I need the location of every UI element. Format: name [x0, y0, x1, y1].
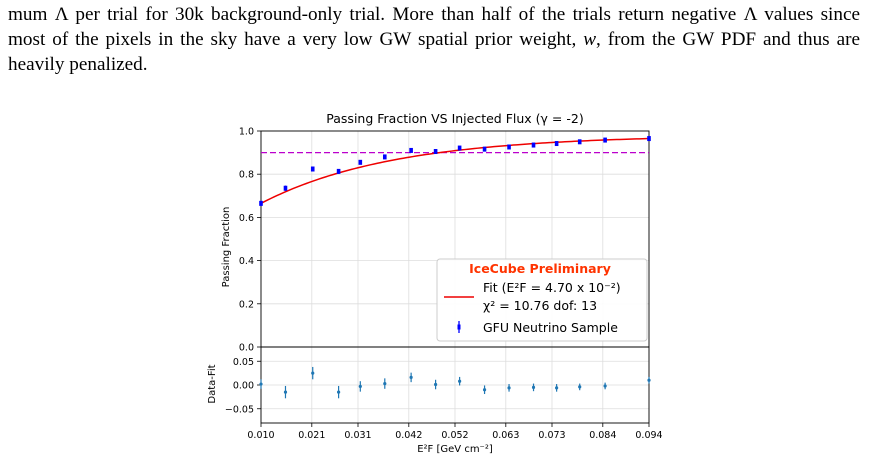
top-data-point [409, 147, 413, 153]
residual-point [358, 384, 362, 389]
residual-point [311, 371, 315, 375]
bottom-x-tick-label: 0.021 [298, 430, 325, 441]
top-y-tick-label: 0.2 [239, 299, 254, 310]
top-y-tick-label: 0.8 [239, 170, 254, 181]
bottom-x-axis-label: E²F [GeV cm⁻²] [417, 444, 493, 455]
body-line-2-w: w [583, 29, 597, 50]
top-y-tick-label: 0.0 [239, 343, 254, 354]
bottom-x-tick-label: 0.084 [589, 430, 616, 441]
legend: IceCube Preliminary Fit (E²F = 4.70 x 10… [436, 258, 648, 342]
bottom-panel-grid [260, 347, 650, 423]
bottom-y-tick-label: 0.00 [233, 381, 254, 392]
residual-point [531, 385, 536, 389]
bottom-x-tick-label: 0.052 [441, 430, 468, 441]
top-data-point [283, 185, 288, 191]
top-data-point [603, 137, 607, 143]
top-data-point [457, 145, 462, 151]
bottom-y-tick-label: 0.05 [233, 357, 254, 368]
residual-point [578, 385, 582, 389]
legend-fit-line-2: χ² = 10.76 dof: 13 [483, 298, 597, 313]
legend-fit-line-1: Fit (E²F = 4.70 x 10⁻²) [483, 280, 621, 295]
body-line-2-a: most of the pixels in the sky have a ver… [8, 29, 584, 50]
body-paragraph: mum Λ per trial for 30k background-only … [8, 2, 860, 77]
top-data-point [577, 139, 582, 145]
body-line-1: mum Λ per trial for 30k background-only … [8, 4, 860, 25]
top-data-point [531, 142, 536, 148]
bottom-panel-axes: 0.010 0.021 0.031 0.042 0.052 0.063 0.073 0.084… [225, 346, 663, 441]
residual-point [383, 381, 387, 386]
top-data-point [336, 168, 341, 174]
bottom-panel-marks [259, 366, 651, 399]
legend-points-label: GFU Neutrino Sample [483, 320, 618, 335]
bottom-x-tick-label: 0.010 [247, 430, 274, 441]
residual-point [283, 390, 288, 394]
bottom-x-tick-label: 0.031 [344, 430, 371, 441]
top-y-tick-label: 0.6 [239, 213, 254, 224]
residual-point [409, 375, 413, 379]
residual-point [434, 382, 438, 387]
bottom-x-tick-label: 0.094 [635, 430, 662, 441]
top-y-tick-label: 0.4 [239, 256, 254, 267]
top-panel-marks [259, 136, 651, 206]
residual-point [482, 388, 487, 392]
top-data-point [310, 166, 315, 172]
legend-points-marker [457, 324, 461, 330]
bottom-x-tick-label: 0.042 [395, 430, 422, 441]
legend-header: IceCube Preliminary [469, 261, 611, 276]
top-data-point [433, 149, 438, 155]
top-data-point [259, 200, 263, 206]
top-y-axis-label: Passing Fraction [221, 207, 232, 288]
top-y-tick-label: 1.0 [239, 127, 254, 138]
residual-point [603, 384, 607, 388]
top-data-point [358, 159, 363, 165]
residual-point [259, 382, 263, 386]
top-data-point [554, 141, 559, 147]
residual-point [458, 379, 462, 383]
bottom-x-tick-label: 0.063 [492, 430, 519, 441]
residual-point [337, 390, 341, 394]
body-line-3: heavily penalized. [8, 54, 148, 75]
residual-point [555, 386, 559, 390]
residual-point [507, 386, 511, 390]
top-chart-title: Passing Fraction VS Injected Flux (γ = -… [326, 111, 583, 126]
top-data-point [482, 146, 487, 152]
bottom-x-tick-label: 0.073 [538, 430, 565, 441]
bottom-y-axis-label: Data-Fit [207, 364, 218, 403]
fit-curve [260, 137, 650, 205]
residual-point [647, 378, 651, 382]
top-data-point [382, 154, 387, 160]
top-data-point [507, 144, 511, 150]
legend-box [436, 258, 648, 342]
body-line-2-b: , from the GW PDF and thus are [596, 29, 860, 50]
body-line-2: most of the pixels in the sky have a ver… [8, 27, 860, 52]
top-data-point [647, 136, 651, 142]
bottom-y-tick-label: −0.05 [225, 404, 254, 415]
